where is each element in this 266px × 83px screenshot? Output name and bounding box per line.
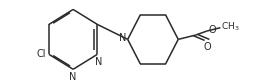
Text: O: O bbox=[204, 42, 211, 52]
Text: N: N bbox=[95, 57, 102, 67]
Text: N: N bbox=[69, 72, 77, 82]
Text: CH$_3$: CH$_3$ bbox=[221, 21, 240, 33]
Text: O: O bbox=[209, 25, 216, 35]
Text: Cl: Cl bbox=[36, 49, 46, 59]
Text: N: N bbox=[119, 33, 126, 43]
